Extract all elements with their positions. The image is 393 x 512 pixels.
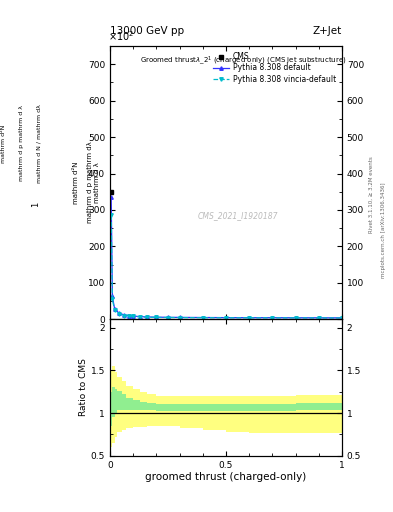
Text: Z+Jet: Z+Jet — [313, 26, 342, 36]
Pythia 8.308 default — [340, 315, 344, 321]
Pythia 8.308 vincia-default — [112, 307, 117, 313]
Pythia 8.308 vincia-default — [224, 315, 228, 321]
Pythia 8.308 vincia-default — [126, 313, 131, 319]
Text: 13000 GeV pp: 13000 GeV pp — [110, 26, 184, 36]
Pythia 8.308 default — [166, 314, 171, 321]
Text: Rivet 3.1.10, ≥ 3.2M events: Rivet 3.1.10, ≥ 3.2M events — [369, 156, 374, 233]
Pythia 8.308 vincia-default — [117, 311, 122, 317]
Text: mathrm d p mathrm d λ: mathrm d p mathrm d λ — [19, 105, 24, 181]
Pythia 8.308 vincia-default — [316, 315, 321, 321]
Line: Pythia 8.308 vincia-default: Pythia 8.308 vincia-default — [110, 214, 343, 319]
Pythia 8.308 vincia-default — [154, 314, 159, 321]
X-axis label: groomed thrust (charged-only): groomed thrust (charged-only) — [145, 472, 307, 482]
Text: mathrm d²N: mathrm d²N — [2, 124, 6, 162]
Pythia 8.308 default — [270, 314, 275, 321]
Pythia 8.308 vincia-default — [247, 315, 252, 321]
Text: Groomed thrust$\lambda\_2^1$ (charged only) (CMS jet substructure): Groomed thrust$\lambda\_2^1$ (charged on… — [140, 54, 347, 67]
Pythia 8.308 default — [316, 315, 321, 321]
Pythia 8.308 vincia-default — [121, 312, 126, 318]
Text: CMS_2021_I1920187: CMS_2021_I1920187 — [197, 211, 278, 220]
Pythia 8.308 default — [126, 312, 131, 318]
Text: mcplots.cern.ch [arXiv:1306.3436]: mcplots.cern.ch [arXiv:1306.3436] — [381, 183, 386, 278]
Pythia 8.308 vincia-default — [200, 314, 205, 321]
Pythia 8.308 default — [177, 314, 182, 321]
Pythia 8.308 vincia-default — [166, 314, 171, 321]
Text: 1: 1 — [31, 202, 40, 207]
Pythia 8.308 default — [131, 313, 136, 319]
Pythia 8.308 default — [117, 310, 122, 316]
Pythia 8.308 vincia-default — [177, 314, 182, 321]
Pythia 8.308 default — [109, 194, 114, 200]
Pythia 8.308 default — [200, 314, 205, 321]
Pythia 8.308 vincia-default — [110, 296, 115, 302]
Legend: CMS, Pythia 8.308 default, Pythia 8.308 vincia-default: CMS, Pythia 8.308 default, Pythia 8.308 … — [211, 50, 338, 86]
Pythia 8.308 vincia-default — [270, 315, 275, 321]
Pythia 8.308 default — [112, 306, 117, 312]
Pythia 8.308 vincia-default — [131, 313, 136, 319]
Pythia 8.308 default — [293, 315, 298, 321]
Text: $\times 10^2$: $\times 10^2$ — [108, 30, 134, 44]
Pythia 8.308 default — [154, 314, 159, 320]
Line: Pythia 8.308 default: Pythia 8.308 default — [110, 196, 343, 319]
Pythia 8.308 default — [224, 314, 228, 321]
Text: mathrm d N / mathrm dλ: mathrm d N / mathrm dλ — [37, 104, 42, 183]
Pythia 8.308 default — [247, 314, 252, 321]
Pythia 8.308 default — [110, 293, 115, 300]
Pythia 8.308 vincia-default — [145, 314, 149, 321]
Pythia 8.308 vincia-default — [109, 212, 114, 219]
Pythia 8.308 default — [121, 312, 126, 318]
Pythia 8.308 vincia-default — [293, 315, 298, 321]
Y-axis label: Ratio to CMS: Ratio to CMS — [79, 358, 88, 416]
Pythia 8.308 default — [138, 313, 143, 319]
Y-axis label: mathrm d²N

mathrm d p mathrm dλ
mathrm d λ: mathrm d²N mathrm d p mathrm dλ mathrm d… — [73, 142, 100, 224]
Pythia 8.308 vincia-default — [340, 315, 344, 321]
Pythia 8.308 vincia-default — [138, 314, 143, 320]
Pythia 8.308 default — [145, 314, 149, 320]
